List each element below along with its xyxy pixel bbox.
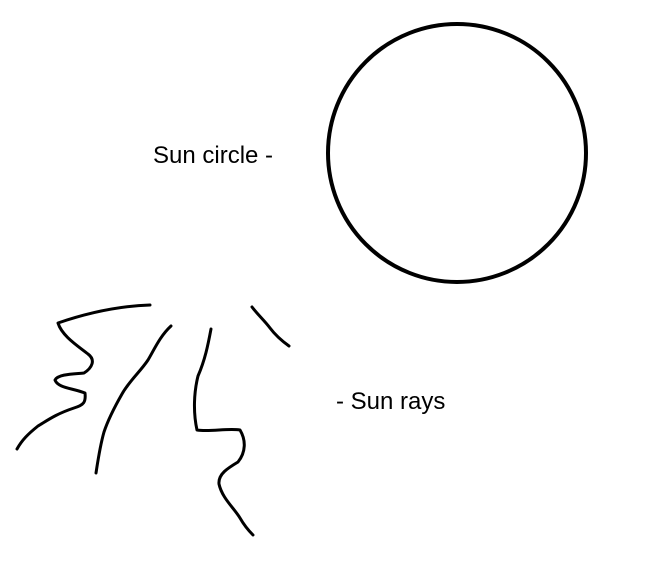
sun-circle <box>326 22 588 284</box>
sun-rays-label: - Sun rays <box>336 388 446 415</box>
sun-circle-label: Sun circle - <box>153 142 274 169</box>
sun-ray-2 <box>94 324 173 475</box>
sun-ray-3 <box>193 327 255 537</box>
sun-ray-1 <box>15 303 152 451</box>
sun-ray-4 <box>250 305 291 348</box>
